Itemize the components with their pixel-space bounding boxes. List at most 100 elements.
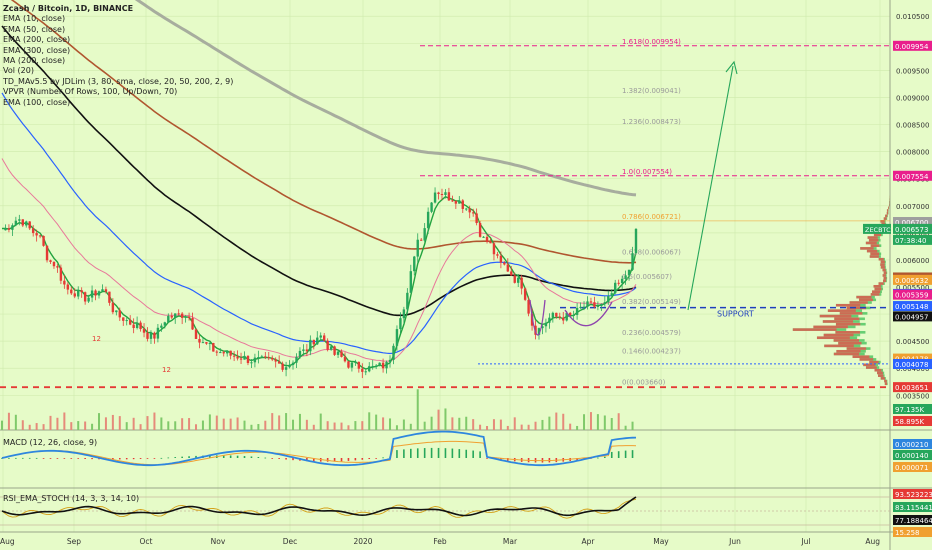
candle-body [423, 228, 426, 241]
volume-bar [513, 417, 516, 430]
candle-body [250, 362, 253, 364]
volume-bar [624, 425, 627, 430]
volume-bar [229, 418, 232, 430]
candle-body [551, 312, 555, 318]
macd-histogram [250, 456, 253, 458]
indicator-0[interactable]: EMA (10, close) [3, 14, 66, 24]
candle-body [215, 351, 218, 353]
macd-histogram [222, 455, 225, 458]
rsi-tag-1: 83.115441 [895, 504, 932, 512]
indicator-8[interactable]: EMA (100, close) [3, 97, 71, 107]
vp-down [869, 255, 879, 258]
volume-bar [285, 413, 288, 430]
volume-bar [56, 417, 59, 430]
candle-body [21, 219, 24, 226]
candle-body [284, 367, 288, 370]
macd-histogram [229, 455, 232, 458]
candle-body [374, 365, 378, 367]
volume-bar [167, 421, 170, 430]
candle-body [575, 307, 579, 315]
candle-body [572, 314, 575, 316]
macd-histogram [610, 451, 613, 458]
candle-body [631, 253, 634, 270]
volume-bar [236, 417, 239, 430]
macd-histogram [437, 447, 440, 458]
vp-down [884, 379, 887, 383]
macd-histogram [243, 456, 246, 458]
candle-body [184, 316, 187, 318]
candle-body [451, 200, 454, 202]
macd-line [1, 430, 637, 467]
volume-bar [548, 416, 551, 430]
vp-down [860, 247, 874, 250]
macd-label[interactable]: MACD (12, 26, close, 9) [3, 438, 98, 447]
candle-body [295, 356, 298, 363]
price-tag-11: 0.004957 [895, 313, 928, 321]
volume-bar [312, 424, 315, 430]
macd-histogram [375, 458, 377, 459]
volume-bar [409, 423, 412, 430]
candle-body [548, 317, 551, 323]
fib-label-1: 1.382(0.009041) [622, 87, 681, 95]
annotation-0: 12 [92, 335, 101, 343]
projection-arrow [687, 65, 734, 311]
macd-histogram [1, 458, 3, 459]
candle-body [267, 357, 270, 359]
indicator-7[interactable]: VPVR (Number Of Rows, 100, Up/Down, 70) [3, 87, 178, 97]
indicator-6[interactable]: TD_MAv5.5 by JDLim (3, 80, sma, close, 2… [3, 76, 234, 86]
candle-body [388, 359, 392, 362]
volume-tag-bg-0 [893, 404, 932, 414]
vp-down [834, 317, 860, 321]
candle-body [4, 228, 7, 231]
macd-histogram [181, 456, 183, 458]
macd-histogram [624, 450, 627, 458]
candle-body [357, 361, 361, 369]
macd-histogram [160, 457, 163, 459]
rsi-tag-bg-3 [893, 527, 932, 537]
indicator-3[interactable]: EMA (300, close) [3, 45, 71, 55]
candle-body [499, 255, 503, 263]
vp-down [827, 309, 856, 312]
volume-bar [458, 417, 461, 430]
fib-levels: 1.618(0.009954) 1.382(0.009041) 1.236(0.00… [0, 38, 890, 389]
candle-body [108, 291, 111, 303]
volume-bars [1, 389, 634, 430]
volume-bar [139, 424, 142, 430]
indicator-1[interactable]: EMA (50, close) [3, 24, 66, 34]
volume-bar [541, 419, 544, 430]
vp-down [880, 220, 885, 223]
fib-label-7: 0.382(0.005149) [622, 298, 681, 306]
dip-curve-2 [564, 301, 613, 327]
volume-bar [1, 420, 3, 430]
macd-histogram [465, 449, 468, 458]
volume-bar [416, 389, 419, 430]
candle-body [596, 305, 600, 307]
macd-histogram [264, 457, 267, 459]
price-axis: 0.0105000.0100000.0095000.0090000.008500… [863, 13, 932, 537]
candle-body [101, 289, 104, 292]
candle-body [478, 223, 482, 237]
candle-body [135, 322, 139, 329]
candle-body [395, 329, 399, 346]
price-tag-9: 0.005359 [895, 292, 928, 300]
vp-down [870, 293, 880, 296]
candle-body [180, 313, 184, 318]
macd-tag-bg-2 [893, 462, 932, 472]
indicator-4[interactable]: MA (200, close) [3, 56, 66, 66]
volume-bar [569, 423, 572, 430]
volume-bar [472, 419, 475, 430]
rsi-label[interactable]: RSI_EMA_STOCH (14, 3, 3, 14, 10) [3, 494, 140, 503]
indicator-2[interactable]: EMA (200, close) [3, 35, 71, 45]
candle-body [340, 351, 343, 357]
vp-down [870, 252, 880, 256]
vp-down [883, 271, 887, 275]
candle-body [191, 318, 194, 330]
vp-down [873, 233, 882, 237]
vp-down [886, 209, 889, 212]
vp-down [878, 282, 884, 285]
volume-bar [576, 425, 579, 430]
vp-down [813, 325, 848, 329]
x-tick-10: Jun [728, 537, 741, 546]
indicator-5[interactable]: Vol (20) [3, 66, 34, 76]
